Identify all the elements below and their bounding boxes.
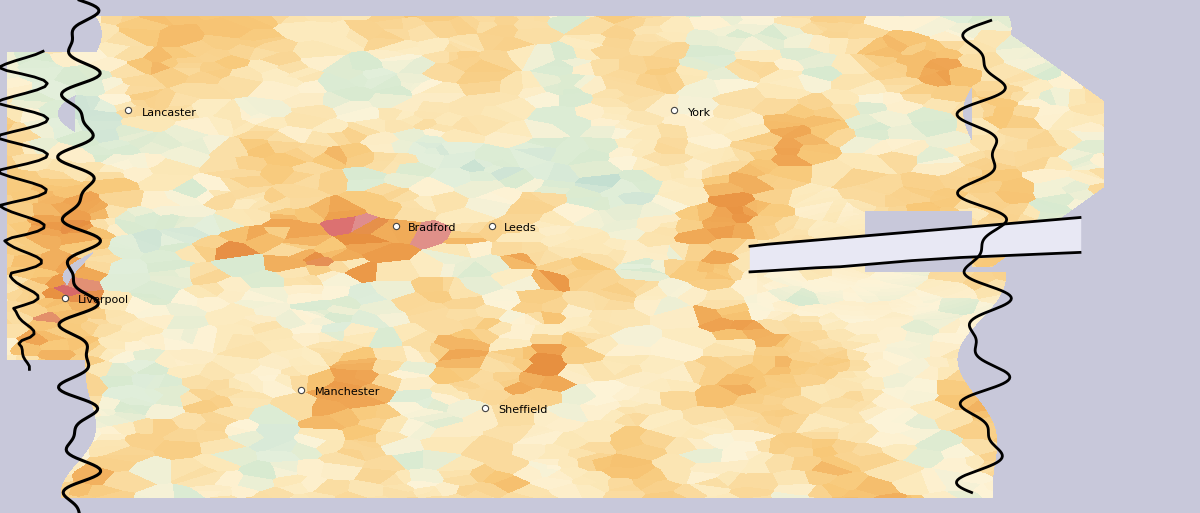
Text: Lancaster: Lancaster [142, 108, 197, 118]
Text: Manchester: Manchester [314, 387, 379, 398]
Text: Bradford: Bradford [408, 223, 456, 233]
Text: York: York [688, 108, 710, 118]
Text: Leeds: Leeds [504, 223, 536, 233]
Text: Liverpool: Liverpool [78, 295, 130, 305]
Text: Sheffield: Sheffield [498, 405, 547, 416]
